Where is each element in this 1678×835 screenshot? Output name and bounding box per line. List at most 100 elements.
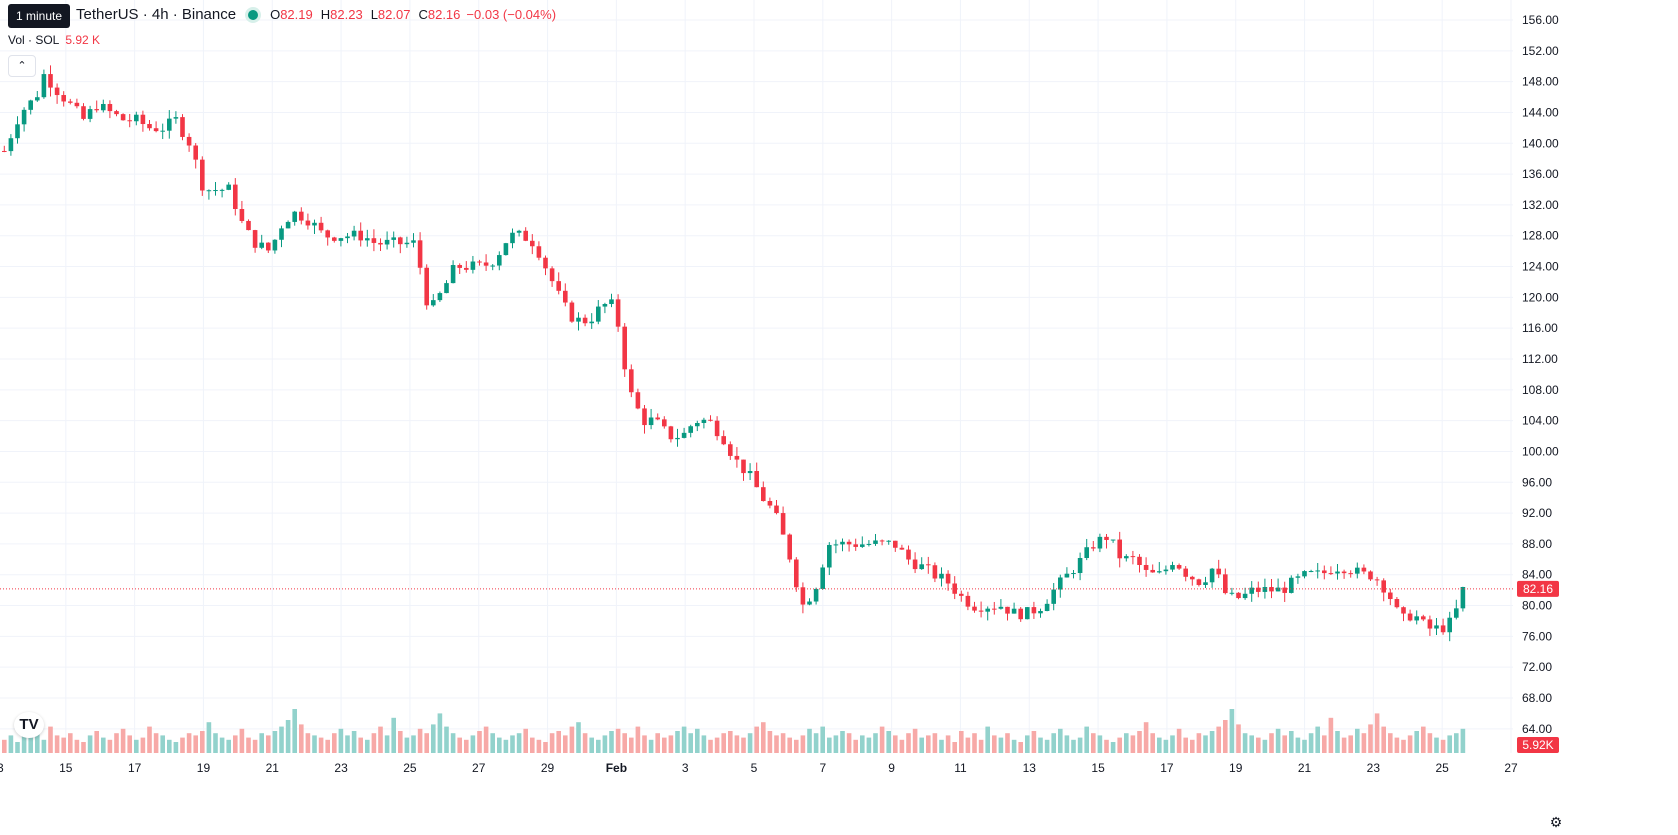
candle-body <box>28 100 33 110</box>
y-tick-label: 144.00 <box>1522 105 1559 119</box>
volume-bar <box>741 737 746 753</box>
x-tick-label: 5 <box>751 761 758 775</box>
volume-bar <box>754 726 759 753</box>
candle-body <box>490 265 495 267</box>
volume-bar <box>153 733 159 753</box>
candle-body <box>1381 580 1386 593</box>
volume-bar <box>483 726 489 753</box>
volume-bar <box>1117 737 1122 753</box>
volume-bar <box>464 739 469 753</box>
candle-body <box>1005 606 1010 614</box>
volume-bar <box>1454 733 1459 753</box>
volume-bar <box>1071 739 1076 753</box>
volume-bar <box>1216 726 1221 753</box>
x-tick-label: 7 <box>819 761 826 775</box>
candle-body <box>140 114 146 125</box>
volume-bar <box>239 728 245 753</box>
volume-bar <box>1302 739 1307 753</box>
candle-body <box>74 102 80 107</box>
volume-bar <box>365 739 370 753</box>
candle-body <box>503 243 509 256</box>
volume-bar <box>61 737 66 753</box>
candle-body <box>1229 592 1235 594</box>
candle-body <box>1170 565 1175 570</box>
volume-bar <box>615 728 621 753</box>
candle-body <box>68 101 73 103</box>
y-tick-label: 128.00 <box>1522 229 1559 243</box>
candle-body <box>1091 547 1096 549</box>
open-value: 82.19 <box>280 7 313 22</box>
x-tick-label: Feb <box>606 761 627 775</box>
candle-body <box>899 547 905 550</box>
volume-bar <box>807 728 812 753</box>
y-tick-label: 84.00 <box>1522 568 1552 582</box>
volume-bar <box>1196 733 1202 753</box>
volume-bar <box>932 733 938 753</box>
candle-body <box>549 268 555 282</box>
volume-bar <box>1434 737 1439 753</box>
candle-body <box>1368 571 1373 580</box>
volume-bar <box>681 726 687 753</box>
market-status-icon[interactable] <box>248 9 259 20</box>
candle-body <box>246 220 251 231</box>
volume-bar <box>1018 742 1023 753</box>
volume-bar <box>272 731 278 753</box>
volume-bar <box>952 742 957 753</box>
volume-bar <box>206 722 212 753</box>
symbol-title[interactable]: TetherUS · 4h · Binance <box>76 6 237 23</box>
y-tick-label: 76.00 <box>1522 629 1552 643</box>
volume-bar <box>1460 728 1466 753</box>
y-tick-label: 132.00 <box>1522 198 1559 212</box>
x-tick-label: 9 <box>888 761 895 775</box>
x-tick-label: 23 <box>1367 761 1381 775</box>
candle-body <box>688 426 693 433</box>
volume-bar <box>1097 735 1103 753</box>
volume-bar <box>747 733 753 753</box>
volume-bar <box>635 726 641 753</box>
low-label: L <box>370 7 378 22</box>
candle-body <box>332 237 337 241</box>
candle-body <box>1427 619 1433 629</box>
volume-bar <box>879 726 885 753</box>
volume-bar <box>1308 733 1314 753</box>
volume-bar <box>629 737 634 753</box>
gear-icon[interactable]: ⚙ <box>1549 814 1563 830</box>
volume-bar <box>886 731 891 753</box>
volume-bar <box>642 735 647 753</box>
candle-body <box>582 317 588 324</box>
candle-body <box>1097 536 1103 549</box>
volume-bar <box>787 737 792 753</box>
candle-body <box>1341 571 1347 574</box>
collapse-legend-button[interactable]: ⌃ <box>8 55 36 77</box>
candle-body <box>1183 568 1188 577</box>
candle-body <box>411 240 416 243</box>
candle-body <box>747 471 753 474</box>
candle-body <box>1117 539 1122 559</box>
candle-body <box>1216 568 1221 575</box>
candle-body <box>556 281 561 291</box>
volume-bar <box>1421 726 1426 753</box>
candle-body <box>787 534 792 560</box>
x-tick-label: 23 <box>334 761 348 775</box>
volume-bar <box>1322 735 1327 753</box>
tradingview-logo-icon[interactable]: TV <box>14 712 44 738</box>
volume-bar <box>233 735 238 753</box>
volume-bar <box>28 737 33 753</box>
candle-body <box>450 265 456 284</box>
candle-body <box>543 257 548 269</box>
candle-body <box>780 513 786 535</box>
candle-body <box>635 392 641 409</box>
candle-body <box>1203 582 1208 585</box>
candle-body <box>167 118 172 131</box>
volume-bar <box>1401 739 1406 753</box>
candle-body <box>186 136 192 146</box>
volume-bar <box>2 739 7 753</box>
y-tick-label: 152.00 <box>1522 44 1559 58</box>
candle-body <box>48 74 53 88</box>
volume-bar <box>1190 739 1195 753</box>
volume-bar <box>490 733 495 753</box>
candle-body <box>945 573 951 584</box>
candle-body <box>1137 556 1142 565</box>
volume-bar <box>780 733 786 753</box>
